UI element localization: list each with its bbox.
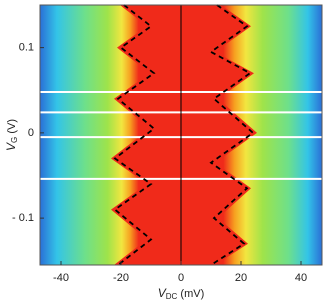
dashed-boundary bbox=[209, 4, 255, 266]
x-tick-label: 0 bbox=[178, 272, 184, 284]
x-tick-label: -40 bbox=[53, 272, 69, 284]
red-core bbox=[111, 5, 257, 265]
y-tick-label: 0 bbox=[28, 127, 34, 139]
y-tick-label: - 0.1 bbox=[12, 212, 34, 224]
x-tick-label: -20 bbox=[113, 272, 129, 284]
x-axis-label-sub: DC bbox=[166, 292, 178, 301]
x-axis-label-main: V bbox=[158, 286, 167, 300]
y-axis-label: VG (V) bbox=[4, 119, 19, 151]
y-axis-label-rest: (V) bbox=[6, 119, 18, 137]
x-axis-label: VDC (mV) bbox=[158, 286, 204, 301]
y-tick-label: 0.1 bbox=[19, 42, 34, 54]
y-axis-label-main: V bbox=[4, 142, 18, 151]
dashed-boundary bbox=[113, 4, 156, 266]
x-axis-label-rest: (mV) bbox=[177, 288, 204, 300]
x-tick-label: 40 bbox=[295, 272, 307, 284]
x-tick-label: 20 bbox=[235, 272, 247, 284]
y-axis-label-sub: G bbox=[10, 137, 19, 143]
